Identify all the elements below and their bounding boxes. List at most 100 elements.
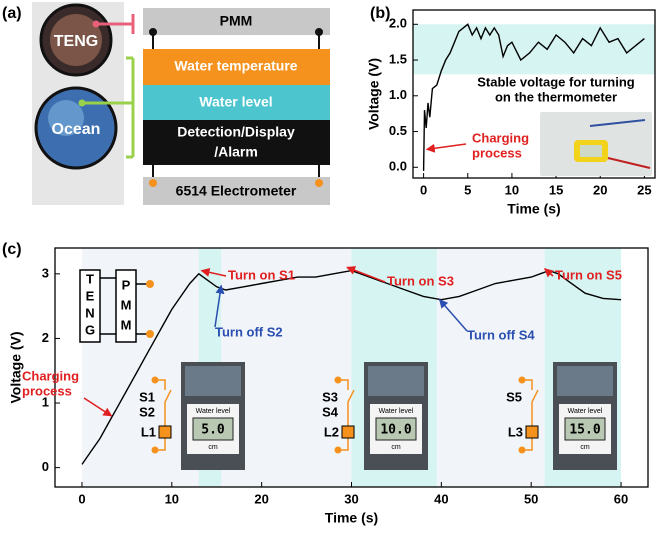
screen-title: Water level bbox=[568, 408, 603, 415]
terminal bbox=[146, 330, 154, 338]
annotation: process bbox=[472, 145, 522, 160]
teng-letter: E bbox=[86, 288, 95, 303]
source-label: Ocean bbox=[52, 121, 101, 138]
x-tick-label: 40 bbox=[434, 491, 448, 506]
load bbox=[158, 425, 172, 439]
block-label: Detection/Display bbox=[177, 124, 295, 140]
terminal bbox=[149, 179, 157, 187]
terminal bbox=[315, 179, 323, 187]
teng-letter: N bbox=[85, 305, 94, 320]
panel-a: (a) TENG Ocean PMM Water temperature Wat… bbox=[2, 2, 330, 205]
terminal bbox=[315, 28, 323, 36]
y-axis-title: Voltage (V) bbox=[8, 331, 24, 403]
teng-letter: G bbox=[85, 322, 95, 337]
load-label: L2 bbox=[324, 424, 339, 439]
annotation: Charging bbox=[22, 368, 79, 383]
annotation: Turn on S1 bbox=[228, 267, 295, 282]
block-water-level bbox=[143, 85, 330, 120]
block-label: Water level bbox=[199, 94, 272, 110]
annotation-arrow bbox=[346, 266, 386, 283]
annotation: process bbox=[22, 383, 72, 398]
screen-unit: cm bbox=[391, 444, 401, 451]
y-tick-label: 2 bbox=[42, 330, 49, 345]
annotation: Turn off S4 bbox=[467, 327, 535, 342]
block-label: 6514 Electrometer bbox=[176, 183, 297, 199]
block-label: Water temperature bbox=[174, 58, 297, 74]
pmm-letter: P bbox=[122, 277, 131, 292]
panel-label: (b) bbox=[370, 5, 390, 22]
x-tick-label: 20 bbox=[593, 182, 607, 197]
y-tick-label: 0.5 bbox=[389, 123, 407, 138]
block-detection bbox=[143, 120, 330, 165]
switch-label: S1 bbox=[139, 389, 155, 404]
connector-dot bbox=[78, 99, 86, 107]
switch bbox=[347, 389, 355, 403]
ocean-wave bbox=[48, 100, 84, 136]
switch-label: S2 bbox=[139, 404, 155, 419]
load bbox=[525, 425, 539, 439]
annotation-arrow bbox=[543, 268, 554, 278]
x-tick-label: 10 bbox=[165, 491, 179, 506]
wire bbox=[607, 157, 651, 169]
annotation-arrow bbox=[438, 298, 468, 332]
y-tick-label: 1 bbox=[42, 394, 49, 409]
annotation-arrow bbox=[425, 143, 467, 153]
terminal bbox=[146, 280, 154, 288]
source-label: TENG bbox=[54, 33, 98, 50]
pmm-letter: M bbox=[121, 297, 132, 312]
plot-frame bbox=[412, 9, 656, 179]
x-axis-title: Time (s) bbox=[325, 510, 378, 526]
lcd-reading: 10.0 bbox=[380, 423, 411, 438]
wire bbox=[589, 119, 646, 127]
screen-unit: cm bbox=[208, 444, 218, 451]
pmm-box bbox=[115, 269, 137, 343]
load-label: L3 bbox=[508, 424, 523, 439]
annotation: Turn off S2 bbox=[215, 324, 283, 339]
x-tick-label: 0 bbox=[420, 182, 427, 197]
annotation: Charging bbox=[472, 130, 529, 145]
y-tick-label: 0.0 bbox=[389, 159, 407, 174]
x-tick-label: 20 bbox=[254, 491, 268, 506]
voltage-line bbox=[422, 23, 645, 171]
pmm-letter: M bbox=[121, 317, 132, 332]
y-tick-label: 3 bbox=[42, 265, 49, 280]
lcd-reading: 5.0 bbox=[201, 423, 225, 438]
x-tick-label: 50 bbox=[524, 491, 538, 506]
x-tick-label: 15 bbox=[549, 182, 563, 197]
annotation: Turn on S3 bbox=[387, 273, 454, 288]
wire bbox=[155, 379, 166, 451]
switch-label: S3 bbox=[322, 389, 338, 404]
annotation-arrow bbox=[83, 397, 113, 417]
block-label: /Alarm bbox=[214, 144, 258, 160]
annotation: on the thermometer bbox=[495, 89, 617, 104]
y-tick-label: 0 bbox=[42, 459, 49, 474]
screen-unit: cm bbox=[580, 444, 590, 451]
photo-glow bbox=[557, 366, 613, 396]
x-tick-label: 5 bbox=[464, 182, 471, 197]
block-electrometer bbox=[143, 177, 330, 205]
annotation: Stable voltage for turning bbox=[477, 74, 635, 89]
lcd bbox=[564, 417, 606, 441]
wire bbox=[338, 379, 349, 451]
lcd-reading: 15.0 bbox=[569, 423, 600, 438]
block-temperature bbox=[143, 49, 330, 85]
y-tick-label: 2.0 bbox=[389, 16, 407, 31]
switch bbox=[531, 389, 539, 403]
screen-title: Water level bbox=[379, 408, 414, 415]
panel-label: (c) bbox=[2, 241, 22, 258]
annotation-arrow bbox=[200, 267, 227, 277]
x-tick-label: 25 bbox=[637, 182, 651, 197]
load-label: L1 bbox=[141, 424, 156, 439]
terminal bbox=[149, 28, 157, 36]
switch bbox=[164, 389, 172, 403]
annotation-arrow bbox=[214, 284, 225, 328]
y-axis-title: Voltage (V) bbox=[366, 58, 382, 130]
teng-box bbox=[79, 269, 101, 343]
x-tick-label: 0 bbox=[78, 491, 85, 506]
switch-label: S5 bbox=[506, 389, 522, 404]
load bbox=[341, 425, 355, 439]
x-axis-title: Time (s) bbox=[507, 201, 560, 217]
panel-label: (a) bbox=[2, 5, 22, 22]
x-tick-label: 60 bbox=[614, 491, 628, 506]
